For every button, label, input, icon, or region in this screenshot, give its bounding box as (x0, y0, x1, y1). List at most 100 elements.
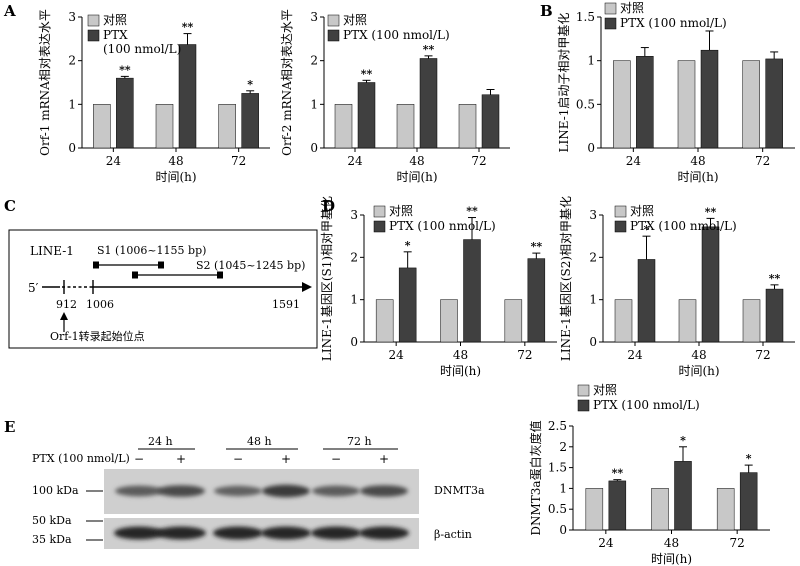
x-tick-label: 24 (626, 154, 642, 168)
s2-start-marker (132, 271, 138, 279)
blot-time-24: 24 h (148, 435, 173, 448)
y-axis-label: LINE-1基因区(S2)相对甲基化 (559, 196, 573, 361)
y-tick-label: 1 (68, 97, 76, 111)
y-axis-label: Orf-1 mRNA相对表达水平 (38, 9, 52, 156)
significance-marker: ** (119, 63, 131, 76)
y-tick-label: 0 (68, 141, 76, 155)
bar-ptx (357, 82, 376, 149)
y-tick-label: 1 (559, 481, 567, 495)
mw-100kda: 100 kDa (32, 484, 79, 497)
s1-start-marker (93, 261, 99, 269)
x-axis-label: 时间(h) (678, 364, 719, 378)
panel-letter-e: E (4, 418, 15, 436)
significance-marker: ** (531, 240, 543, 253)
y-tick-label: 2 (559, 440, 567, 454)
significance-marker: ** (705, 205, 717, 218)
significance-marker: * (247, 78, 253, 91)
significance-marker: * (746, 452, 752, 465)
bar-control (93, 104, 111, 149)
bar-control (651, 488, 669, 531)
y-tick-label: 0.5 (548, 502, 567, 516)
x-tick-label: 48 (664, 536, 679, 550)
x-tick-label: 48 (453, 348, 468, 362)
legend-label-ptx: PTX (100 nmol/L) (620, 16, 727, 30)
legend-label-ptx-line2: (100 nmol/L) (103, 42, 181, 56)
band-label-actin: β-actin (434, 528, 472, 541)
y-tick-label: 3 (310, 10, 318, 24)
lane-sign: + (281, 452, 291, 466)
y-tick-label: 2 (589, 250, 597, 264)
blot-bands (114, 484, 409, 540)
band-actin (114, 526, 164, 540)
bar-control (218, 104, 236, 149)
y-tick-label: 1 (310, 97, 318, 111)
x-tick-label: 72 (231, 154, 246, 168)
y-tick-label: 0 (589, 335, 597, 349)
pos-1591-label: 1591 (272, 298, 300, 311)
y-tick-label: 0 (587, 141, 595, 155)
x-tick-label: 24 (627, 348, 643, 362)
x-tick-label: 72 (730, 536, 745, 550)
panel-letter-c: C (4, 197, 16, 215)
schematic-frame (8, 229, 318, 349)
bar-control (504, 299, 523, 343)
band-dnmt3a (360, 485, 408, 497)
bar-control (742, 299, 761, 343)
bar-ptx (527, 258, 546, 343)
x-axis-label: 时间(h) (440, 364, 481, 378)
bar-ptx (481, 94, 500, 149)
x-tick-label: 24 (347, 154, 363, 168)
bar-control (742, 60, 760, 149)
blot-treatment-label: PTX (100 nmol/L) (32, 452, 130, 465)
x-tick-label: 72 (755, 348, 770, 362)
legend-swatch-control (327, 14, 340, 27)
x-tick-label: 72 (755, 154, 770, 168)
s1-end-marker (158, 261, 164, 269)
bar-ptx (178, 44, 197, 149)
band-dnmt3a (115, 485, 163, 497)
bar-control (440, 299, 458, 343)
bar-ptx (241, 93, 259, 149)
schematic-arrowhead (302, 282, 312, 292)
panel-letter-a: A (3, 2, 16, 20)
y-tick-label: 2.5 (548, 419, 567, 433)
y-tick-label: 3 (350, 208, 358, 222)
x-tick-label: 48 (168, 154, 183, 168)
line1-schematic: LINE-1 5′ S1 (1006~1155 bp) S2 (1045~124… (8, 229, 318, 349)
western-blot: 24 h 48 h 72 h PTX (100 nmol/L) − + − + − + 1… (32, 435, 485, 549)
legend-label-ptx: PTX (100 nmol/L) (593, 398, 700, 412)
x-axis-label: 时间(h) (396, 170, 437, 184)
x-tick-label: 24 (389, 348, 405, 362)
x-tick-label: 48 (690, 154, 705, 168)
y-axis-label: Orf-2 mRNA相对表达水平 (280, 9, 294, 156)
bar-control (155, 104, 174, 149)
y-tick-label: 1.5 (576, 10, 595, 24)
legend-swatch-control (87, 14, 100, 27)
band-dnmt3a (157, 485, 205, 497)
significance-marker: * (644, 223, 650, 236)
bar-control (613, 60, 631, 149)
legend-label-control: 对照 (343, 13, 367, 27)
legend-label-ptx: PTX (100 nmol/L) (630, 219, 737, 233)
x-tick-label: 48 (691, 348, 706, 362)
y-axis-label: DNMT3a蛋白灰度值 (528, 420, 543, 535)
bar-ptx (608, 480, 627, 531)
legend-swatch-ptx (604, 17, 617, 30)
x-tick-label: 72 (471, 154, 486, 168)
bar-ptx (765, 288, 784, 343)
y-tick-label: 2 (350, 250, 358, 264)
band-label-dnmt3a: DNMT3a (434, 484, 485, 497)
significance-marker: ** (361, 67, 373, 80)
band-actin (261, 526, 311, 540)
y-tick-label: 0 (310, 141, 318, 155)
band-actin (311, 526, 361, 540)
band-actin (359, 526, 409, 540)
legend-label-control: 对照 (593, 383, 617, 397)
bar-ptx (700, 49, 719, 149)
panel-letter-b: B (540, 2, 553, 20)
lane-sign: + (379, 452, 389, 466)
y-axis-label: LINE-1基因区(S1)相对甲基化 (320, 196, 334, 361)
